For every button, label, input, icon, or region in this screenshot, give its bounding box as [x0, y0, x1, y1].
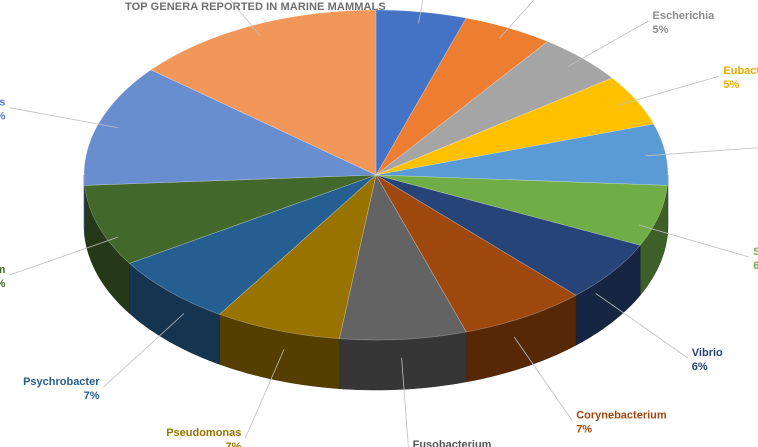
- slice-value-eubacterium: 5%: [723, 79, 739, 91]
- leader-line-psychrobacter: [103, 313, 185, 388]
- pie-side-fusobacterium: [339, 331, 467, 391]
- slice-label-psychrobacter: Psychrobacter: [23, 376, 100, 388]
- leader-line-cardiobacterium: [499, 0, 535, 39]
- pie-slice-streptococcus: [375, 174, 668, 246]
- slice-value-staphylococcus: 12%: [0, 111, 6, 123]
- slice-value-escherichia: 5%: [653, 24, 669, 36]
- slice-label-pseudomonas: Pseudomonas: [166, 427, 241, 439]
- leader-line-fusobacterium: [401, 357, 409, 447]
- pie-top: [83, 9, 669, 341]
- leader-line-tenacibaculum: [9, 236, 118, 276]
- pie-slice-corynebacterium: [375, 174, 577, 333]
- leader-line-eubacterium: [617, 75, 720, 106]
- pie-slice-tenacibaculum: [84, 174, 377, 264]
- slice-label-corynebacterium: Corynebacterium: [576, 410, 667, 422]
- slice-label-escherichia: Escherichia: [653, 10, 716, 22]
- leader-line-vibrio: [595, 293, 689, 359]
- leader-line-clostridium: [229, 0, 261, 37]
- pie-slice-vibrio: [375, 174, 641, 296]
- slice-value-psychrobacter: 7%: [84, 390, 100, 402]
- slice-label-eubacterium: Eubacterium: [723, 65, 758, 77]
- leader-line-corynebacterium: [513, 336, 573, 421]
- slice-value-pseudomonas: 7%: [225, 441, 241, 447]
- pie-sides: [83, 175, 669, 391]
- chart-title: TOP GENERA REPORTED IN MARINE MAMMALS: [125, 1, 386, 13]
- leader-line-bacillus: [645, 147, 758, 157]
- slice-value-streptococcus: 6%: [753, 260, 758, 272]
- leader-line-escherichia: [567, 20, 649, 67]
- pie-slice-fusobacterium: [339, 174, 467, 341]
- slice-value-tenacibaculum: 8%: [0, 278, 6, 290]
- slice-label-vibrio: Vibrio: [692, 347, 723, 359]
- slice-label-staphylococcus: Staphylococcus: [0, 97, 5, 109]
- slice-label-tenacibaculum: Tenacibaculum: [0, 264, 6, 276]
- pie-slice-psychrobacter: [128, 174, 377, 315]
- slice-value-corynebacterium: 7%: [576, 424, 592, 436]
- pie-slice-arcobacter: [375, 9, 467, 177]
- leader-line-arcobacter: [418, 0, 424, 24]
- slice-value-vibrio: 6%: [692, 361, 708, 373]
- slice-label-streptococcus: Streptococcus: [753, 246, 758, 258]
- pie-slice-pseudomonas: [218, 174, 377, 340]
- leader-line-pseudomonas: [245, 349, 285, 439]
- leader-line-staphylococcus: [9, 107, 118, 128]
- leader-line-streptococcus: [638, 224, 750, 258]
- slice-label-fusobacterium: Fusobacterium: [413, 439, 492, 447]
